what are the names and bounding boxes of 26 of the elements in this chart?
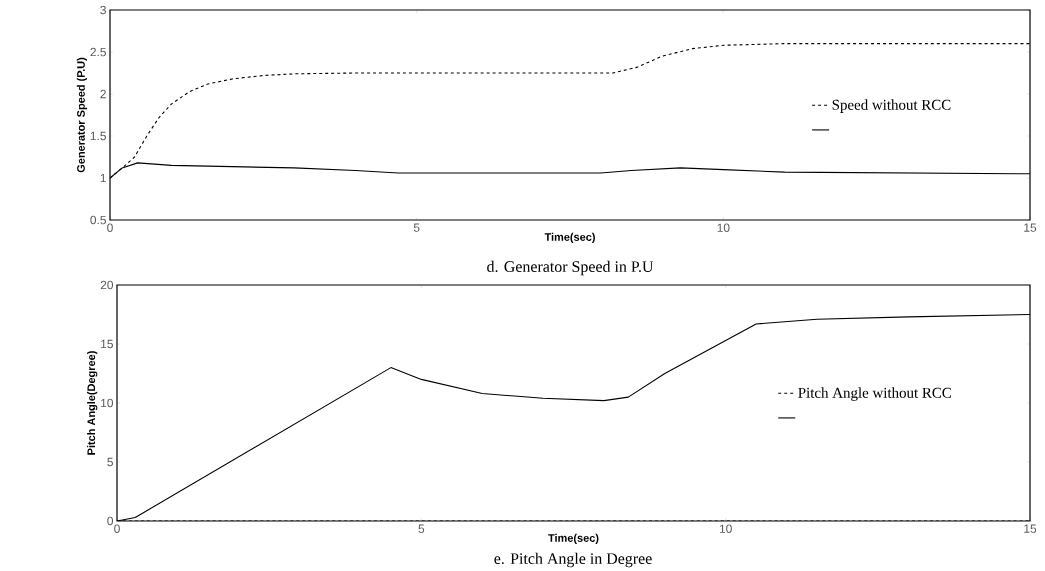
x-tick-label: 10 [719,524,732,533]
y-tick-label: 15 [101,339,113,349]
x-axis-title: Time(sec) [548,533,599,545]
y-axis-title: Pitch Angle(Degree) [87,351,98,455]
x-tick-label: 15 [1024,524,1037,533]
x-tick-label: 0 [114,524,120,533]
x-tick-label: 10 [717,223,730,232]
y-tick-label: 2.5 [90,47,106,57]
y-tick-label: 1.5 [90,131,106,141]
x-axis-title: Time(sec) [544,232,595,244]
y-tick-label: 0.5 [90,215,106,225]
y-tick-label: 1 [100,173,106,183]
text: e. Pitch Angle in Degree [494,552,652,568]
text: d. Generator Speed in P.U [487,260,654,276]
y-tick-label: 5 [107,457,113,467]
y-tick-label: 3 [100,5,106,15]
y-tick-label: 10 [101,398,114,408]
x-tick-label: 5 [413,223,420,232]
legend-label: Pitch Angle without RCC [798,387,951,401]
y-tick-label: 2 [100,89,106,99]
x-tick-label: 15 [1024,223,1037,232]
y-tick-label: 20 [100,280,114,290]
y-axis-title: Generator Speed (P.U) [76,57,88,173]
x-tick-label: 5 [418,524,425,533]
y-tick-label: 0 [107,516,114,526]
legend-label: Speed without RCC [832,99,951,113]
